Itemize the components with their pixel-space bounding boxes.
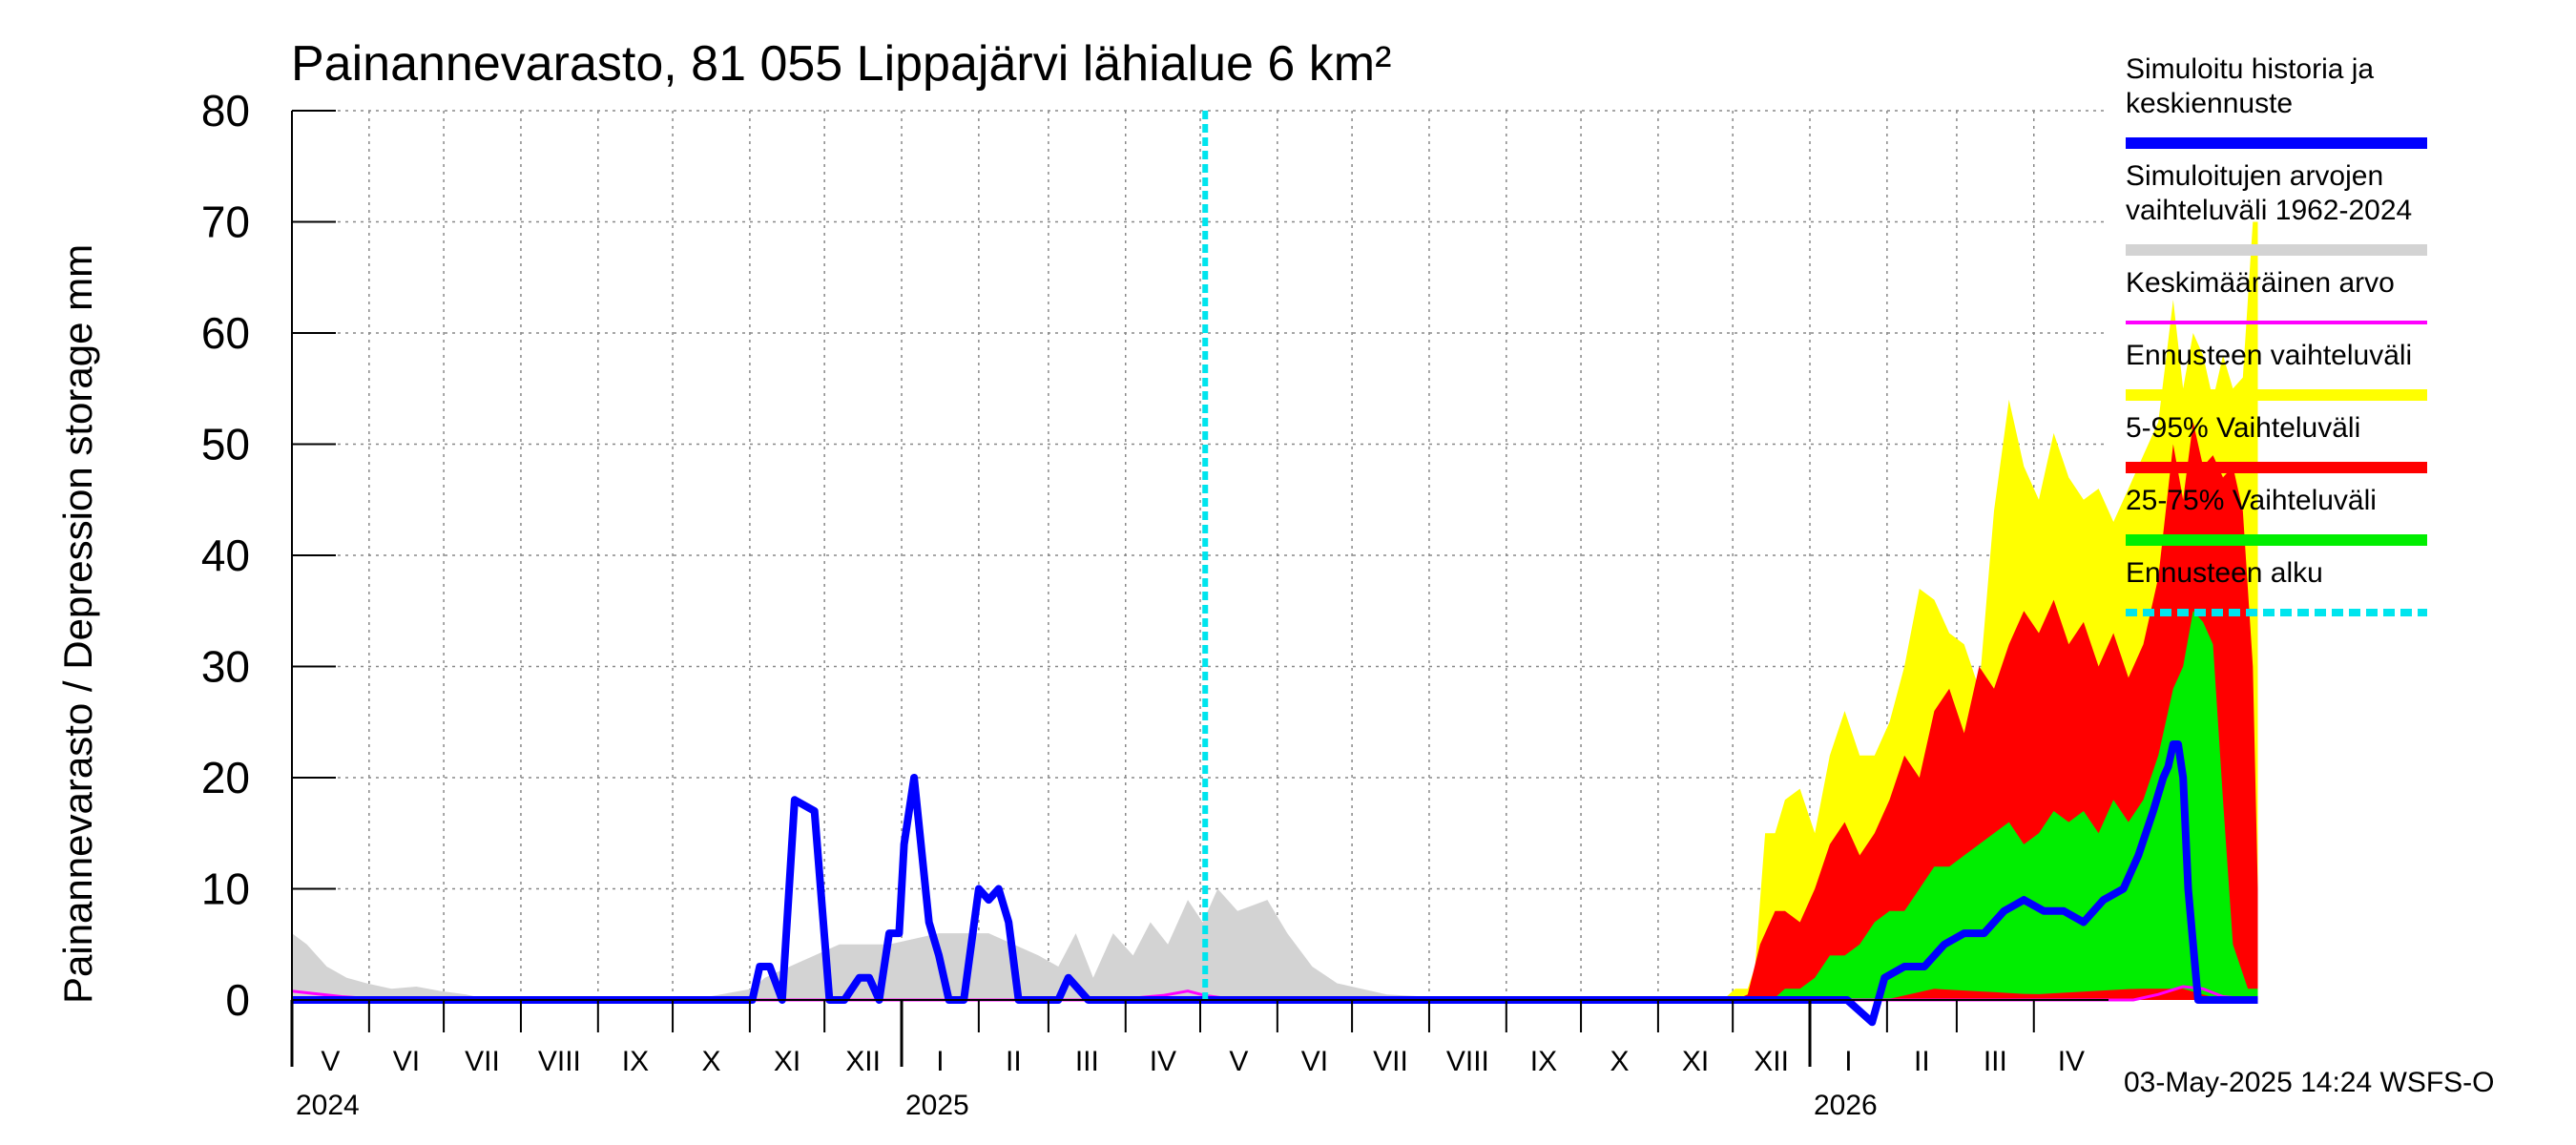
- x-month-label: VI: [393, 1046, 420, 1077]
- x-year-label: 2025: [905, 1090, 969, 1121]
- timestamp: 03-May-2025 14:24 WSFS-O: [2124, 1067, 2495, 1098]
- x-month-label: III: [1984, 1046, 2007, 1077]
- x-axis: V VI VII VIII IX X XI XII I II III IV V VI VII VIII IX X X…: [290, 1000, 2085, 1121]
- legend-label: Ennusteen vaihteluväli: [2126, 340, 2412, 371]
- x-month-label: X: [1610, 1046, 1629, 1077]
- legend-label: 5-95% Vaihteluväli: [2126, 412, 2360, 444]
- legend-label: Ennusteen alku: [2126, 557, 2323, 589]
- x-month-label: VI: [1301, 1046, 1328, 1077]
- x-year-label: 2026: [1814, 1090, 1878, 1121]
- forecast-layer: [1722, 221, 2258, 1000]
- legend-label: 25-75% Vaihteluväli: [2126, 485, 2377, 516]
- legend-label: keskiennuste: [2126, 88, 2293, 119]
- y-tick-label: 80: [201, 86, 250, 135]
- x-month-label: XI: [774, 1046, 800, 1077]
- x-month-label: VIII: [1446, 1046, 1489, 1077]
- y-tick-label: 50: [201, 420, 250, 469]
- legend-label: Simuloitujen arvojen: [2126, 160, 2383, 192]
- p25-75-range-area: [1772, 611, 2258, 1000]
- y-tick-label: 10: [201, 864, 250, 914]
- y-tick-label: 20: [201, 753, 250, 802]
- x-month-label: VIII: [538, 1046, 581, 1077]
- x-month-label: XII: [1754, 1046, 1789, 1077]
- x-month-label: V: [321, 1046, 340, 1077]
- x-month-label: III: [1075, 1046, 1099, 1077]
- x-month-label: II: [1914, 1046, 1930, 1077]
- y-tick-label: 60: [201, 308, 250, 358]
- legend-label: vaihteluväli 1962-2024: [2126, 195, 2412, 226]
- x-month-label: I: [1844, 1046, 1852, 1077]
- y-axis-label: Painannevarasto / Depression storage mm: [55, 244, 100, 1004]
- x-month-label: VII: [1373, 1046, 1408, 1077]
- y-tick-label: 0: [225, 975, 250, 1025]
- x-year-label: 2024: [296, 1090, 360, 1121]
- x-month-label: IV: [1150, 1046, 1176, 1077]
- x-month-label: V: [1229, 1046, 1248, 1077]
- x-month-label: IX: [1530, 1046, 1557, 1077]
- x-month-label: XI: [1682, 1046, 1709, 1077]
- x-month-label: VII: [465, 1046, 500, 1077]
- y-tick-label: 40: [201, 531, 250, 580]
- x-month-label: I: [936, 1046, 944, 1077]
- x-month-label: X: [701, 1046, 720, 1077]
- legend-label: Simuloitu historia ja: [2126, 53, 2374, 85]
- y-tick-label: 30: [201, 642, 250, 692]
- x-month-label: IX: [622, 1046, 649, 1077]
- chart-title: Painannevarasto, 81 055 Lippajärvi lähia…: [291, 36, 1391, 92]
- x-month-label: IV: [2058, 1046, 2085, 1077]
- x-month-label: XII: [845, 1046, 881, 1077]
- x-month-label: II: [1006, 1046, 1022, 1077]
- legend-label: Keskimääräinen arvo: [2126, 267, 2395, 299]
- y-tick-label: 70: [201, 198, 250, 247]
- y-axis-ticks: 0 10 20 30 40 50 60 70 80: [201, 86, 336, 1025]
